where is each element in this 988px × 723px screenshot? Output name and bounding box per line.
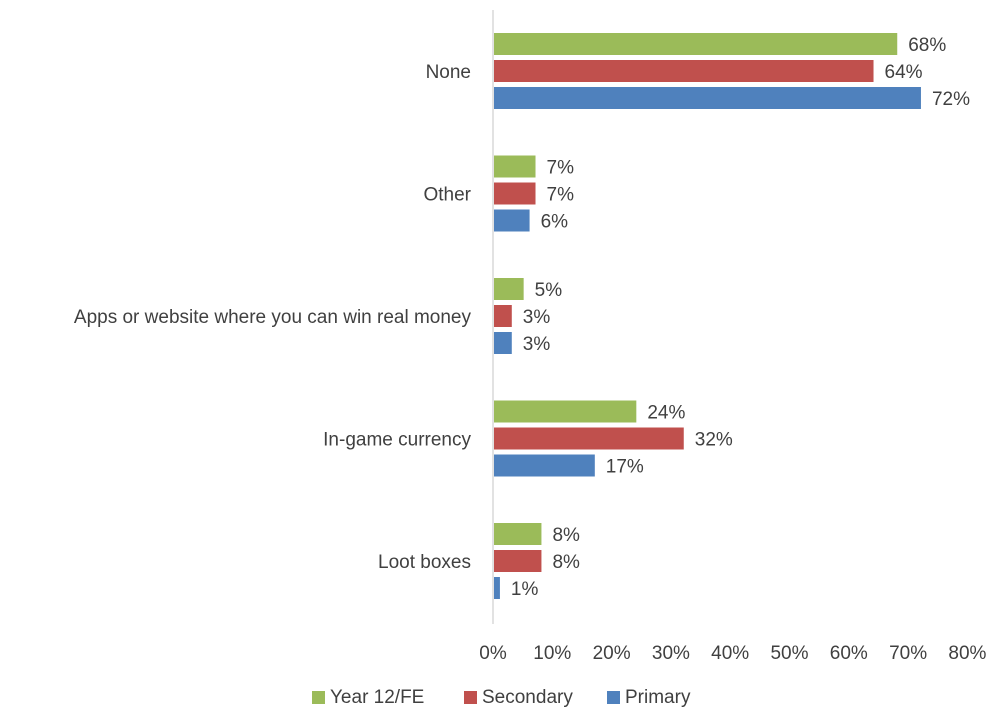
- category-label-loot-boxes: Loot boxes: [378, 552, 471, 573]
- bar-primary-apps-or-website-where-you-can-win-real-money: [494, 332, 512, 354]
- category-label-in-game-currency: In-game currency: [323, 430, 471, 451]
- category-label-apps-or-website-where-you-can-win-real-money: Apps or website where you can win real m…: [74, 307, 472, 328]
- data-label-primary-in-game-currency: 17%: [606, 457, 644, 478]
- data-label-year-12-fe-in-game-currency: 24%: [647, 403, 685, 424]
- x-tick-label-0: 0%: [479, 643, 507, 664]
- legend-swatch-year-12-fe: [312, 691, 325, 704]
- data-label-secondary-apps-or-website-where-you-can-win-real-money: 3%: [523, 307, 551, 328]
- data-label-year-12-fe-apps-or-website-where-you-can-win-real-money: 5%: [535, 280, 563, 301]
- bar-year-12-fe-none: [494, 33, 898, 55]
- data-label-primary-none: 72%: [932, 89, 970, 110]
- data-label-primary-other: 6%: [541, 212, 569, 233]
- data-label-primary-apps-or-website-where-you-can-win-real-money: 3%: [523, 334, 551, 355]
- data-label-secondary-loot-boxes: 8%: [552, 552, 580, 573]
- bar-primary-loot-boxes: [494, 577, 500, 599]
- legend-label-secondary: Secondary: [482, 687, 573, 708]
- category-label-other: Other: [423, 185, 471, 206]
- legend-label-primary: Primary: [625, 687, 691, 708]
- x-axis-tick-labels: 0% 10% 20% 30% 40% 50% 60% 70% 80%: [479, 643, 986, 664]
- bar-primary-none: [494, 87, 921, 109]
- data-label-secondary-in-game-currency: 32%: [695, 430, 733, 451]
- bar-secondary-other: [494, 182, 536, 205]
- legend-swatch-primary: [607, 691, 620, 704]
- bar-primary-in-game-currency: [494, 454, 595, 477]
- bar-secondary-apps-or-website-where-you-can-win-real-money: [494, 305, 512, 327]
- bar-secondary-loot-boxes: [494, 550, 542, 572]
- bar-year-12-fe-apps-or-website-where-you-can-win-real-money: [494, 278, 524, 300]
- x-tick-label-50: 50%: [770, 643, 808, 664]
- data-label-year-12-fe-none: 68%: [908, 35, 946, 56]
- bar-year-12-fe-in-game-currency: [494, 400, 637, 423]
- bar-primary-other: [494, 209, 530, 232]
- x-tick-label-60: 60%: [830, 643, 868, 664]
- data-label-primary-loot-boxes: 1%: [511, 579, 539, 600]
- x-tick-label-10: 10%: [533, 643, 571, 664]
- bar-secondary-none: [494, 60, 874, 82]
- x-tick-label-70: 70%: [889, 643, 927, 664]
- data-label-secondary-other: 7%: [547, 185, 575, 206]
- bar-year-12-fe-loot-boxes: [494, 523, 542, 545]
- legend-label-year-12-fe: Year 12/FE: [330, 687, 424, 708]
- data-label-year-12-fe-loot-boxes: 8%: [552, 525, 580, 546]
- x-tick-label-80: 80%: [948, 643, 986, 664]
- bar-year-12-fe-other: [494, 155, 536, 178]
- x-tick-label-20: 20%: [593, 643, 631, 664]
- bar-secondary-in-game-currency: [494, 427, 684, 450]
- bars-layer: 68% 64% 72% 7% 7% 6% 5% 3% 3% 24% 32% 17% 8% 8% 1%: [494, 33, 970, 600]
- legend-swatch-secondary: [464, 691, 477, 704]
- category-labels: None Other Apps or website where you can w…: [74, 62, 472, 573]
- data-label-year-12-fe-other: 7%: [547, 158, 575, 179]
- category-label-none: None: [426, 62, 471, 83]
- x-tick-label-40: 40%: [711, 643, 749, 664]
- data-label-secondary-none: 64%: [885, 62, 923, 83]
- legend: Year 12/FE Secondary Primary: [312, 687, 691, 708]
- x-tick-label-30: 30%: [652, 643, 690, 664]
